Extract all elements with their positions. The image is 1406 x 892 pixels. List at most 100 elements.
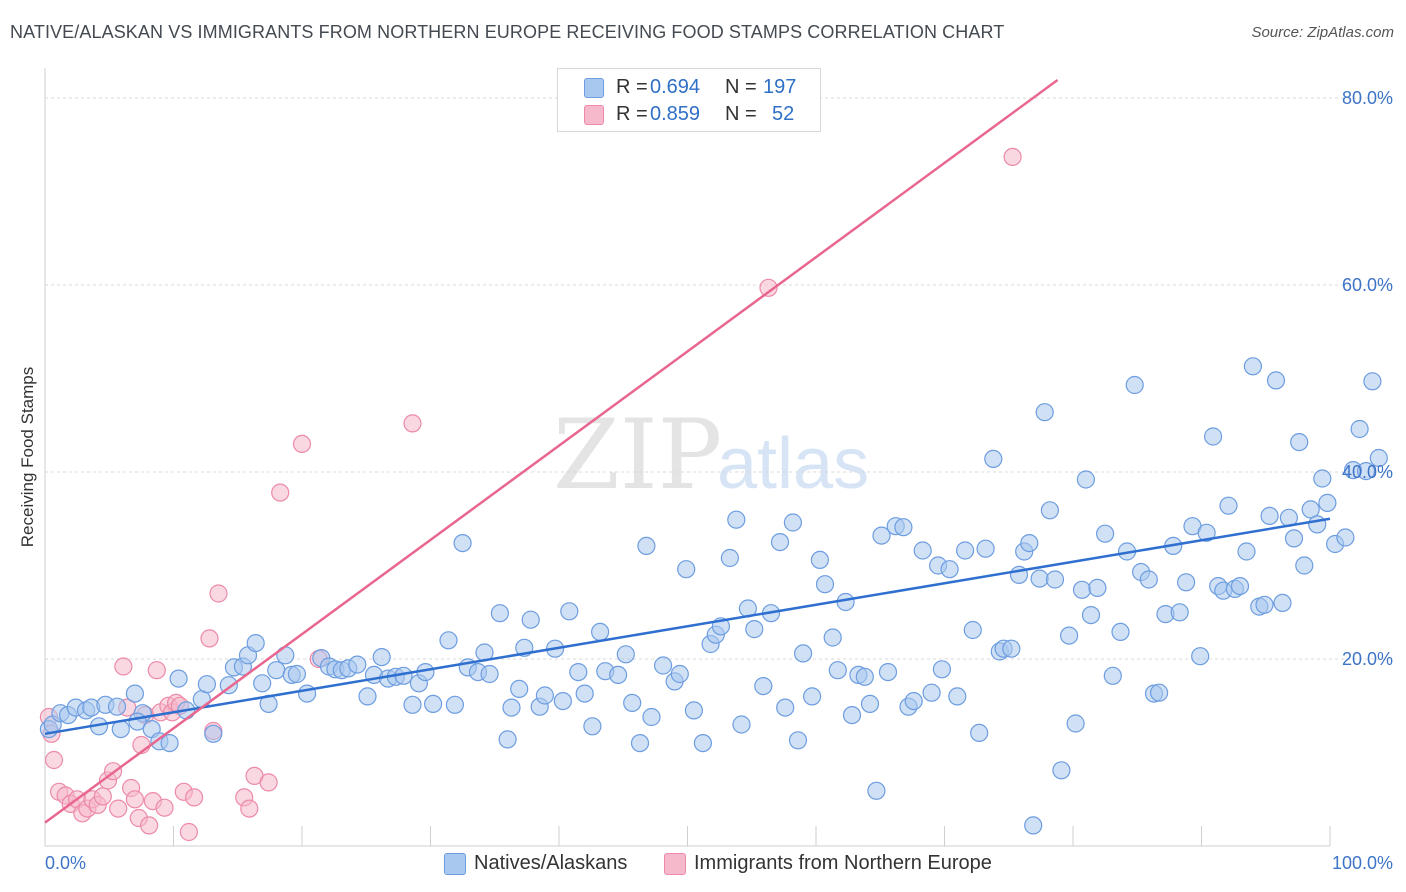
natives-point	[1313, 469, 1332, 488]
immigrants-point	[44, 750, 64, 770]
natives-point	[955, 541, 975, 560]
natives-point	[253, 674, 272, 693]
immigrants-trend-line	[44, 78, 1059, 824]
natives-point	[1125, 375, 1144, 395]
trend-lines	[44, 78, 1331, 824]
chart-title: NATIVE/ALASKAN VS IMMIGRANTS FROM NORTHE…	[10, 22, 1005, 42]
natives-point	[1350, 419, 1369, 439]
natives-point	[1243, 357, 1263, 376]
natives-point	[521, 610, 540, 629]
natives-point	[1237, 542, 1256, 561]
natives-point	[855, 667, 874, 686]
natives-point	[553, 691, 573, 711]
immigrants-point	[93, 787, 112, 806]
natives-point	[630, 733, 650, 753]
natives-point	[1024, 816, 1043, 835]
natives-point	[125, 684, 144, 703]
natives-point	[970, 723, 989, 743]
natives-point	[1066, 714, 1085, 733]
immigrants-point	[185, 788, 204, 807]
natives-point	[984, 449, 1003, 468]
r-value: 0.859	[650, 103, 701, 125]
natives-point	[878, 662, 898, 682]
n-value: 197	[763, 76, 797, 98]
natives-point	[1081, 605, 1101, 625]
immigrants-point	[155, 798, 174, 817]
natives-point	[1301, 500, 1320, 519]
natives-swatch	[584, 78, 604, 98]
natives-point	[976, 539, 995, 558]
natives-point	[1020, 533, 1039, 553]
natives-point	[583, 717, 602, 736]
immigrants-point	[140, 816, 159, 835]
r-label: R =	[616, 103, 648, 125]
y-tick-label: 80.0%	[1342, 88, 1393, 108]
natives-point	[867, 781, 886, 800]
natives-point	[828, 661, 847, 680]
natives-point	[1149, 683, 1169, 702]
natives-point	[940, 560, 959, 579]
natives-point	[727, 510, 746, 529]
natives-point	[590, 622, 610, 642]
natives-point	[904, 691, 923, 711]
natives-point	[1139, 570, 1158, 589]
natives-point	[480, 664, 499, 684]
natives-point	[1255, 595, 1274, 614]
natives-point	[1111, 622, 1130, 642]
natives-point	[810, 550, 830, 570]
natives-point	[1260, 506, 1279, 526]
immigrants-point	[759, 278, 778, 297]
natives-point	[1103, 666, 1122, 685]
natives-point	[169, 669, 188, 688]
immigrants-point	[292, 434, 312, 453]
natives-point	[403, 695, 422, 714]
natives-point	[490, 604, 509, 623]
natives-point	[204, 724, 223, 743]
y-axis-title: Receiving Food Stamps	[18, 366, 37, 548]
natives-point	[298, 684, 317, 703]
natives-point	[1176, 573, 1196, 592]
natives-point	[535, 686, 555, 705]
natives-point	[677, 560, 696, 579]
natives-point	[776, 698, 795, 717]
natives-point	[1318, 493, 1337, 512]
immigrants-point	[200, 629, 219, 648]
natives-point	[788, 731, 808, 750]
immigrants-point	[1003, 147, 1022, 166]
natives-point	[1052, 761, 1071, 780]
natives-point	[1203, 427, 1223, 446]
natives-point	[287, 664, 306, 684]
natives-point	[1088, 578, 1107, 598]
natives-point	[1072, 580, 1092, 599]
natives-point	[1230, 576, 1250, 596]
natives-point	[510, 679, 529, 699]
natives-point	[1284, 529, 1304, 548]
natives-point	[963, 620, 982, 640]
natives-point	[670, 664, 689, 684]
immigrants-point	[271, 483, 290, 502]
n-value: 52	[772, 103, 795, 125]
natives-point	[1336, 528, 1355, 547]
stats-row-natives: R = 0.694 N = 197	[558, 75, 820, 101]
natives-point	[616, 645, 635, 664]
natives-point	[732, 715, 751, 734]
natives-point	[160, 733, 179, 753]
immigrants-point	[147, 661, 166, 680]
natives-point	[107, 697, 127, 716]
x-tick-label: 100.0%	[1332, 853, 1393, 873]
natives-point	[453, 533, 472, 553]
natives-point	[754, 676, 773, 696]
immigrants-point	[109, 799, 128, 818]
zipatlas-watermark: ZIP atlas	[553, 399, 869, 511]
natives-point	[445, 695, 464, 714]
immigrants-swatch	[584, 105, 604, 125]
natives-points	[39, 357, 1388, 835]
immigrants-point	[114, 657, 133, 676]
natives-point	[948, 687, 967, 706]
natives-point	[1266, 371, 1286, 390]
natives-point	[1197, 523, 1216, 542]
natives-point	[608, 665, 628, 685]
natives-point	[439, 631, 458, 650]
n-label: N =	[725, 76, 757, 98]
